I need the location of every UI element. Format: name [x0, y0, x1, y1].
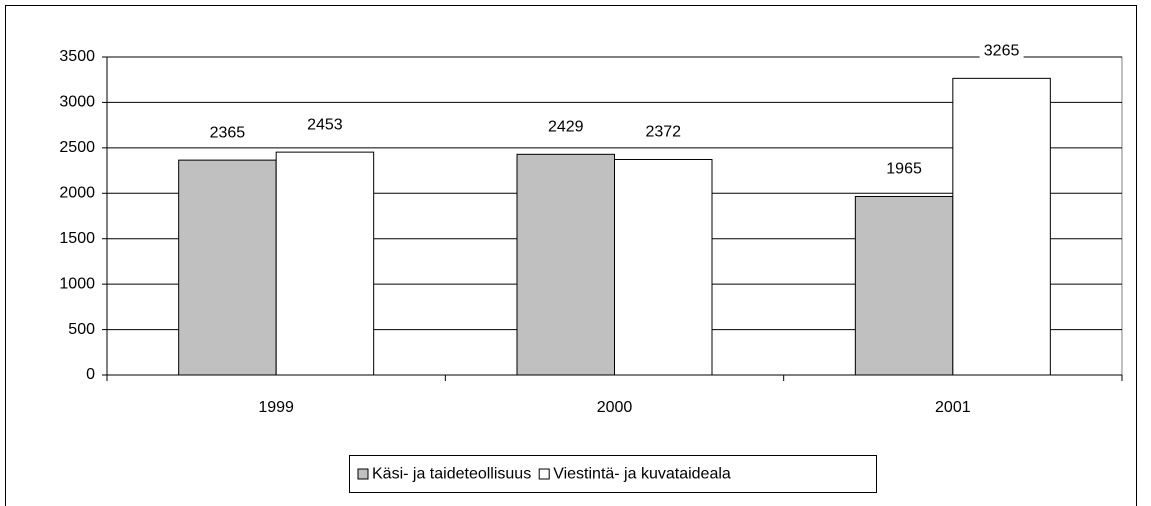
y-tick-label: 3000 — [59, 94, 95, 111]
x-tick-label: 2000 — [597, 399, 633, 416]
label-bg — [302, 115, 347, 136]
bar — [854, 195, 954, 376]
label-bg — [205, 123, 250, 144]
y-tick-label: 500 — [68, 321, 95, 338]
legend-swatch — [538, 468, 550, 480]
legend-swatch — [357, 468, 369, 480]
x-tick-label: 1999 — [258, 399, 294, 416]
label-bg — [543, 117, 588, 138]
x-tick-label: 2001 — [935, 399, 971, 416]
y-tick-label: 1000 — [59, 275, 95, 292]
data-label: 2365 — [210, 124, 246, 141]
legend-label: Käsi- ja taideteollisuus — [372, 466, 531, 483]
data-label: 2372 — [645, 124, 681, 141]
data-label: 2453 — [307, 116, 343, 133]
data-label: 3265 — [984, 43, 1020, 60]
bar — [516, 153, 615, 376]
y-tick-label: 0 — [86, 366, 95, 383]
bar — [952, 77, 1051, 376]
legend-box — [349, 455, 877, 493]
y-tick-label: 1500 — [59, 230, 95, 247]
data-label: 1965 — [886, 161, 922, 178]
y-tick-label: 2000 — [59, 185, 95, 202]
legend-label: Viestintä- ja kuvataideala — [553, 466, 731, 483]
bar — [614, 158, 713, 376]
bar — [178, 159, 277, 376]
y-tick-label: 2500 — [59, 139, 95, 156]
label-bg — [979, 41, 1024, 62]
label-bg — [882, 159, 927, 180]
label-bg — [641, 122, 686, 143]
bar — [275, 151, 375, 376]
data-label: 2429 — [548, 119, 584, 136]
y-tick-label: 3500 — [59, 48, 95, 65]
